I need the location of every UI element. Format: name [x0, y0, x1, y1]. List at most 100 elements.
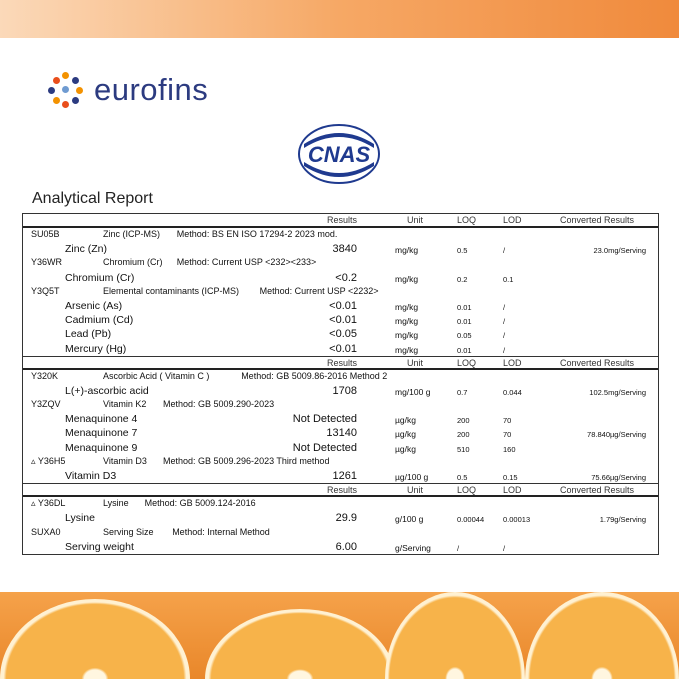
analyte-row: Menaquinone 4 Not Detected µg/kg 200 70	[23, 412, 658, 426]
result-value: <0.05	[329, 328, 357, 341]
test-method: Method: GB 5009.290-2023	[163, 399, 275, 410]
eurofins-wordmark: eurofins	[94, 72, 209, 107]
header-converted: Converted Results	[559, 215, 634, 225]
lod-value: 70	[503, 430, 512, 440]
analyte-row: Serving weight 6.00 g/Serving / /	[23, 540, 658, 554]
test-name: Ascorbic Acid ( Vitamin C )	[103, 370, 210, 381]
test-method: Method: GB 5009.296-2023 Third method	[163, 455, 330, 466]
unit-value: mg/kg	[395, 245, 419, 256]
analyte-name: L(+)-ascorbic acid	[65, 384, 149, 397]
result-value: <0.01	[329, 299, 357, 312]
header-unit: Unit	[406, 357, 423, 368]
analyte-row: L(+)-ascorbic acid 1708 mg/100 g 0.7 0.044 10…	[23, 384, 658, 398]
analyte-row: Menaquinone 9 Not Detected µg/kg 510 160	[23, 441, 658, 455]
test-code: SUXA0	[31, 526, 61, 537]
analyte-row: Mercury (Hg) <0.01 mg/kg 0.01 /	[23, 342, 658, 356]
unit-value: mg/kg	[395, 301, 419, 312]
lod-value: 0.1	[503, 274, 514, 284]
converted-value: 1.79g/Serving	[599, 515, 646, 525]
analyte-row: Cadmium (Cd) <0.01 mg/kg 0.01 /	[23, 313, 658, 327]
analyte-name: Menaquinone 4	[65, 413, 138, 426]
result-value: 13140	[326, 427, 357, 440]
result-value: <0.01	[329, 314, 357, 327]
report-title: Analytical Report	[32, 190, 153, 207]
test-name: Elemental contaminants (ICP-MS)	[103, 285, 240, 296]
lod-value: 0.00013	[503, 515, 531, 525]
unit-value: mg/kg	[395, 330, 419, 341]
header-converted: Converted Results	[559, 357, 634, 368]
analyte-name: Serving weight	[65, 540, 134, 553]
loq-value: 0.01	[457, 302, 472, 312]
converted-value: 75.66µg/Serving	[591, 473, 646, 482]
unit-value: µg/kg	[395, 429, 416, 440]
test-method: Method: Internal Method	[172, 526, 270, 537]
test-name: Vitamin K2	[103, 399, 147, 410]
test-method: Method: GB 5009.124-2016	[144, 498, 256, 509]
converted-value: 78.840µg/Serving	[587, 430, 646, 440]
loq-value: 0.5	[457, 473, 468, 482]
test-code: SU05B	[31, 229, 60, 239]
eurofins-logo: eurofins	[48, 72, 208, 108]
lod-value: /	[503, 246, 506, 256]
column-header-row: Results Unit LOQ LOD Converted Results	[23, 483, 658, 498]
test-code: Y36WR	[31, 257, 63, 268]
analyte-row: Zinc (Zn) 3840 mg/kg 0.5 / 23.0mg/Serving	[23, 242, 658, 256]
test-code: Y3Q5T	[31, 285, 60, 296]
lod-value: 0.15	[503, 473, 518, 482]
column-header-row: Results Unit LOQ LOD Converted Results	[23, 355, 658, 370]
unit-value: mg/kg	[395, 273, 419, 284]
analyte-name: Mercury (Hg)	[65, 342, 127, 355]
unit-value: mg/kg	[395, 344, 419, 355]
test-code: ▵ Y36DL	[31, 498, 66, 509]
test-group-row: Y3ZQV Vitamin K2 Method: GB 5009.290-2023	[23, 398, 658, 412]
analyte-name: Vitamin D3	[65, 470, 117, 482]
header-lod: LOD	[503, 357, 522, 368]
header-results: Results	[326, 357, 357, 368]
unit-value: g/100 g	[395, 514, 424, 525]
header-unit: Unit	[406, 215, 423, 225]
unit-value: µg/kg	[395, 443, 416, 454]
test-name: Lysine	[103, 498, 129, 509]
analyte-name: Chromium (Cr)	[65, 271, 135, 284]
loq-value: 0.01	[457, 345, 472, 355]
header-unit: Unit	[406, 485, 423, 496]
test-name: Zinc (ICP-MS)	[103, 229, 160, 239]
analyte-row: Menaquinone 7 13140 µg/kg 200 70 78.840µg/Ser…	[23, 426, 658, 440]
test-group-row: SU05B Zinc (ICP-MS) Method: BS EN ISO 1729…	[23, 228, 658, 242]
header-loq: LOQ	[457, 485, 477, 496]
lod-value: 160	[503, 444, 516, 454]
lod-value: /	[503, 317, 506, 327]
test-code: ▵ Y36H5	[31, 455, 66, 466]
unit-value: g/Serving	[395, 542, 431, 553]
unit-value: mg/kg	[395, 316, 419, 327]
test-name: Chromium (Cr)	[103, 257, 163, 268]
result-value: 29.9	[335, 512, 357, 525]
orange-slices-image	[0, 592, 679, 679]
result-value: <0.01	[329, 342, 357, 355]
test-method: Method: BS EN ISO 17294-2 2023 mod.	[176, 229, 338, 239]
test-name: Vitamin D3	[103, 455, 147, 466]
test-group-row: Y320K Ascorbic Acid ( Vitamin C ) Method: …	[23, 370, 658, 384]
test-method: Method: Current USP <232><233>	[176, 257, 317, 268]
test-method: Method: Current USP <2232>	[259, 285, 379, 296]
analyte-row: Arsenic (As) <0.01 mg/kg 0.01 /	[23, 299, 658, 313]
column-header-row: Results Unit LOQ LOD Converted Results	[23, 214, 658, 228]
loq-value: 0.7	[457, 387, 468, 397]
unit-value: µg/kg	[395, 415, 416, 426]
unit-value: mg/100 g	[395, 386, 431, 397]
loq-value: 0.01	[457, 317, 472, 327]
test-group-row: ▵ Y36H5 Vitamin D3 Method: GB 5009.296-202…	[23, 455, 658, 469]
analyte-name: Lead (Pb)	[65, 328, 112, 341]
header-lod: LOD	[503, 215, 522, 225]
lod-value: 70	[503, 416, 512, 426]
converted-value: 102.5mg/Serving	[589, 387, 646, 397]
analyte-name: Arsenic (As)	[65, 299, 123, 312]
result-value: <0.2	[335, 271, 357, 284]
analyte-name: Menaquinone 9	[65, 441, 138, 454]
lod-value: /	[503, 543, 506, 553]
loq-value: 200	[457, 430, 470, 440]
header-results: Results	[326, 485, 357, 496]
top-orange-banner	[0, 0, 679, 38]
analyte-name: Menaquinone 7	[65, 427, 138, 440]
